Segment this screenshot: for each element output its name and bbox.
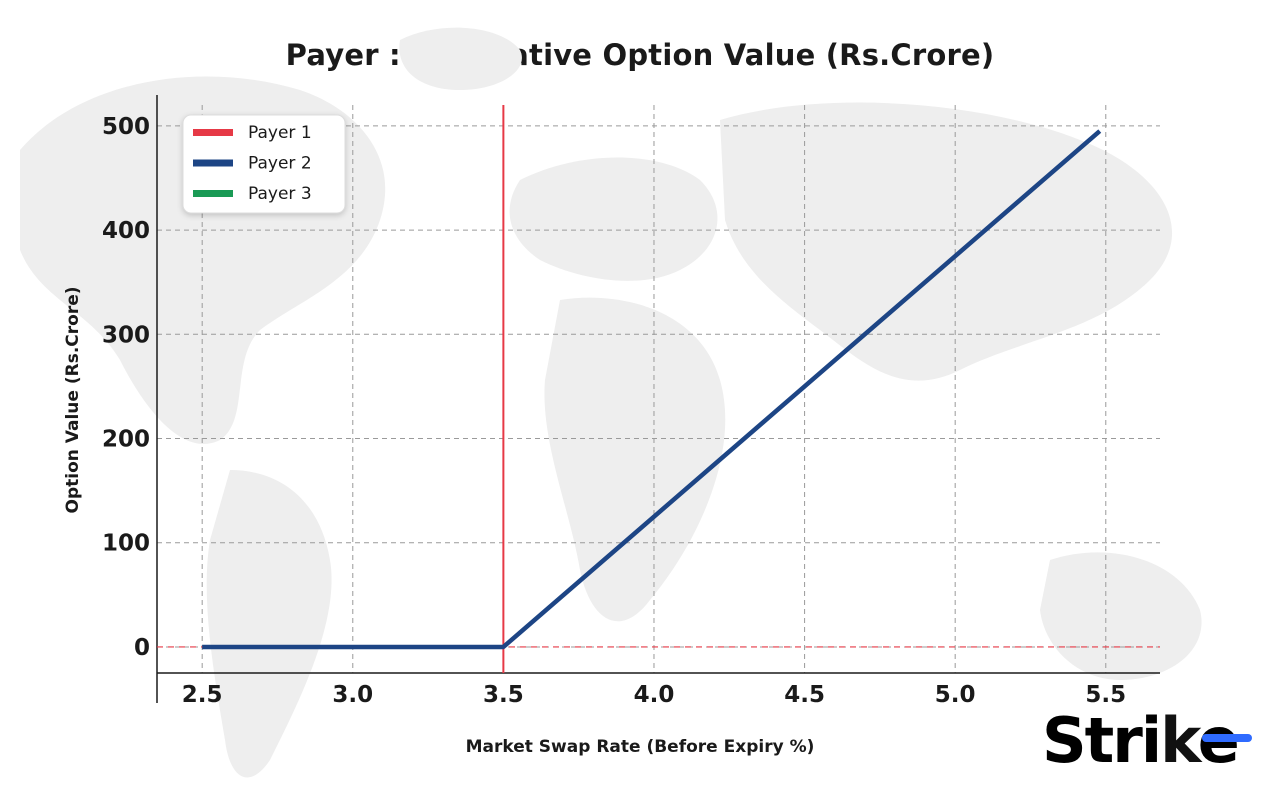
x-tick-label-3: 4.0 (634, 682, 675, 708)
logo-arrow-icon (1202, 734, 1252, 742)
strike-logo: Strike (1042, 704, 1252, 777)
x-tick-label-5: 5.0 (935, 682, 976, 708)
series-line-payer-2 (202, 129, 1102, 650)
x-axis-title: Market Swap Rate (Before Expiry %) (466, 737, 815, 757)
x-tick-label-4: 4.5 (784, 682, 825, 708)
y-tick-label-2: 200 (102, 427, 150, 453)
x-tick-label-6: 5.5 (1085, 682, 1126, 708)
x-tick-label-1: 3.0 (332, 682, 373, 708)
axes (156, 95, 1160, 703)
y-tick-label-5: 500 (102, 114, 150, 140)
y-tick-label-4: 400 (102, 218, 150, 244)
y-axis-ticks: 0 100 200 300 400 500 (102, 114, 150, 661)
x-tick-label-0: 2.5 (182, 682, 223, 708)
legend-label-2: Payer 2 (248, 154, 312, 174)
legend-box (182, 114, 346, 214)
y-tick-label-0: 0 (134, 635, 150, 661)
legend: Payer 1 Payer 2 Payer 3 (182, 114, 346, 214)
y-axis-title: Option Value (Rs.Crore) (63, 286, 83, 513)
logo-text-main: Stri (1042, 704, 1160, 777)
legend-label-3: Payer 3 (248, 184, 312, 204)
logo-text: Strike (1042, 704, 1238, 777)
legend-swatch-3 (193, 190, 233, 197)
x-tick-label-2: 3.5 (483, 682, 524, 708)
x-axis-ticks: 2.5 3.0 3.5 4.0 4.5 5.0 5.5 (182, 682, 1126, 708)
series-layer (157, 105, 1160, 673)
y-tick-label-1: 100 (102, 531, 150, 557)
legend-swatch-2 (193, 159, 233, 167)
legend-label-1: Payer 1 (248, 123, 312, 143)
y-tick-label-3: 300 (102, 322, 150, 348)
legend-swatch-1 (193, 129, 233, 136)
